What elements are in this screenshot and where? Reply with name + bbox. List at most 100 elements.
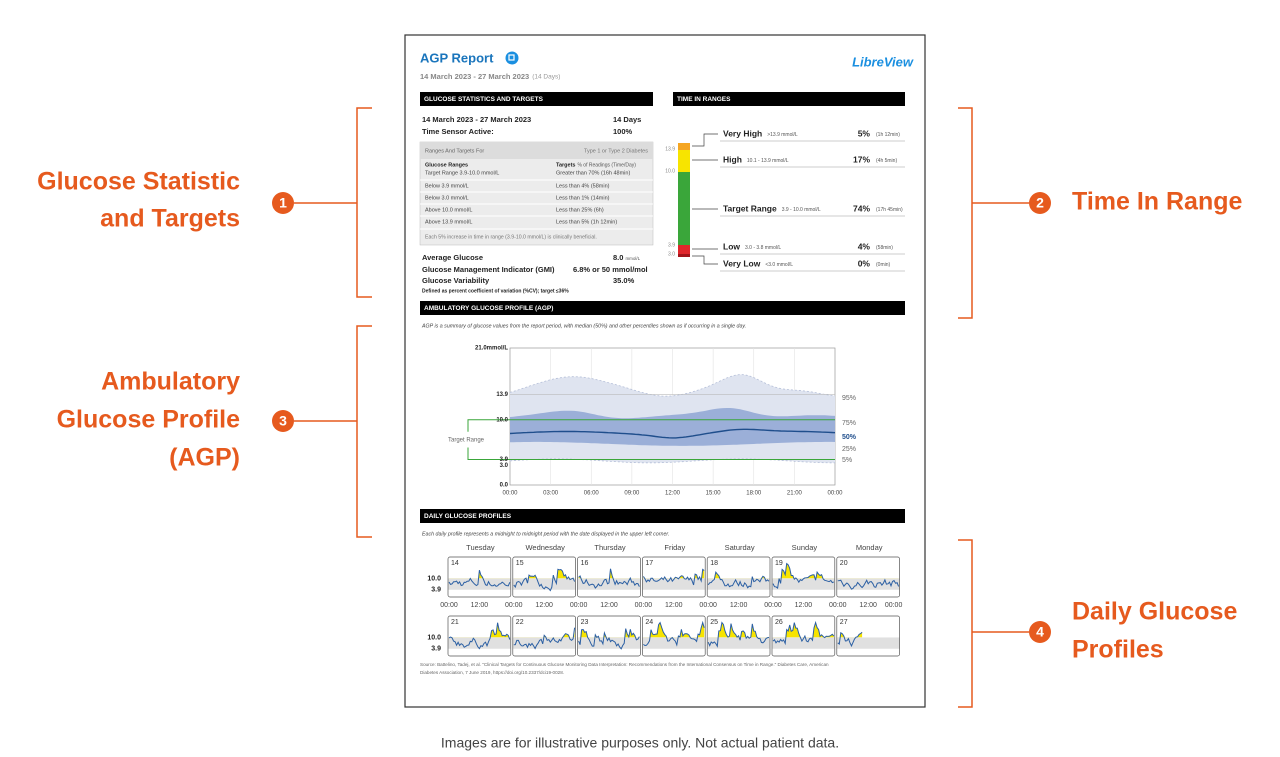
day-range-band [707, 637, 770, 649]
day-trace [707, 621, 770, 648]
callout-label: Ambulatory [101, 368, 240, 396]
metric-value: 8.0 [613, 253, 623, 262]
connector [692, 133, 718, 147]
callout-label: Time In Range [1072, 188, 1243, 216]
day-box [447, 556, 512, 598]
daily-x-label: 00:00 [505, 602, 523, 609]
weekday: Saturday [725, 543, 755, 552]
metric-value: 35.0% [613, 276, 635, 285]
tir-range: >13.9 mmol/L [767, 132, 798, 138]
day-date: 16 [581, 560, 589, 567]
day-trace [837, 631, 863, 648]
day-trace [448, 622, 511, 650]
daily-x-label: 12:00 [795, 602, 813, 609]
tir-range: 3.0 - 3.8 mmol/L [745, 245, 781, 251]
weekday: Thursday [594, 543, 626, 552]
report-title: AGP Report [420, 50, 494, 65]
period: 14 March 2023 - 27 March 2023 [420, 72, 529, 81]
stat-label: 14 March 2023 - 27 March 2023 [422, 115, 531, 124]
targets-header: Ranges And Targets For [425, 148, 484, 154]
callout-badge [272, 192, 294, 214]
disclaimer: Images are for illustrative purposes onl… [441, 735, 839, 751]
agp-y-label: 10.0 [496, 417, 508, 423]
tir-time: (58min) [876, 245, 893, 251]
day-trace [578, 568, 640, 589]
callout-label: Daily Glucose [1072, 598, 1237, 626]
day-box [577, 556, 641, 598]
high-area [840, 632, 863, 638]
high-area [543, 627, 575, 638]
daily-x-label: 12:00 [471, 602, 489, 609]
tir-time: (17h 45min) [876, 207, 903, 213]
report-icon-glyph [508, 54, 515, 61]
metric-unit: mmol/L [625, 256, 640, 261]
tir-time: (1h 12min) [876, 132, 900, 138]
callout-label: Profiles [1072, 636, 1164, 664]
day-box [836, 615, 900, 657]
agp-x-label: 15:00 [706, 491, 722, 497]
agp-x-label: 12:00 [665, 491, 681, 497]
day-trace [513, 627, 576, 650]
target-range: Below 3.9 mmol/L [425, 183, 469, 189]
tir-axis-label: 13.9 [665, 146, 675, 152]
day-range-band [448, 578, 511, 590]
callout-label: Glucose Profile [57, 406, 240, 434]
tir-high [678, 150, 690, 172]
day-date: 23 [581, 619, 589, 626]
band-25-75 [510, 408, 835, 446]
tir-name: Low [723, 241, 740, 251]
day-date: 17 [645, 560, 653, 567]
tir-axis-label: 10.0 [665, 168, 675, 174]
day-date: 25 [710, 619, 718, 626]
day-trace [772, 620, 835, 646]
day-range-band [577, 578, 641, 590]
source: Source: Battelino, Tadej, et al. "Clinic… [420, 662, 829, 667]
section-bar [420, 301, 905, 315]
weekday: Tuesday [466, 543, 495, 552]
day-box [512, 615, 576, 657]
agp-x-label: 18:00 [746, 491, 762, 497]
day-trace [707, 571, 770, 589]
section-heading: DAILY GLUCOSE PROFILES [424, 513, 512, 520]
section-heading: GLUCOSE STATISTICS AND TARGETS [424, 96, 544, 103]
day-trace [448, 570, 511, 587]
callout-badge [1029, 621, 1051, 643]
day-box [771, 615, 836, 657]
callout-label: Glucose Statistic [37, 168, 240, 196]
day-date: 20 [840, 560, 848, 567]
callout-number: 2 [1036, 195, 1044, 211]
agp-description: AGP is a summary of glucose values from … [421, 323, 746, 329]
daily-x-label: 00:00 [635, 602, 653, 609]
day-date: 21 [451, 619, 459, 626]
day-date: 26 [775, 619, 783, 626]
targets-header-row [420, 142, 653, 159]
agp-y-label: 3.0 [500, 463, 509, 469]
metric-label: Glucose Management Indicator (GMI) [422, 265, 555, 274]
weekday: Friday [664, 543, 685, 552]
metric-label: Average Glucose [422, 253, 483, 262]
high-area [525, 569, 574, 579]
tir-name: Very Low [723, 258, 761, 268]
targets-note: Each 5% increase in time in range (3.9-1… [425, 234, 597, 240]
day-range-band [512, 637, 576, 649]
brand: LibreView [852, 54, 914, 69]
day-date: 18 [710, 560, 718, 567]
day-box [577, 615, 641, 657]
tir-range: 3.9 - 10.0 mmol/L [782, 207, 821, 213]
weekday: Sunday [792, 543, 818, 552]
tir-range: 10.1 - 13.9 mmol/L [747, 158, 789, 164]
callout-label: (AGP) [169, 444, 240, 472]
daily-x-label: 12:00 [730, 602, 748, 609]
tir-connectors [692, 133, 718, 265]
agp-y-label: 3.9 [500, 457, 509, 463]
agp-x-label: 03:00 [543, 491, 559, 497]
tir-target [678, 172, 690, 245]
tir-percent: 4% [858, 241, 871, 251]
tir-percent: 17% [853, 154, 870, 164]
day-date: 27 [840, 619, 848, 626]
section-bar [673, 92, 905, 106]
target-bracket [467, 419, 500, 461]
target-value: Less than 4% (58min) [556, 183, 610, 189]
daily-x-label: 00:00 [885, 602, 903, 609]
